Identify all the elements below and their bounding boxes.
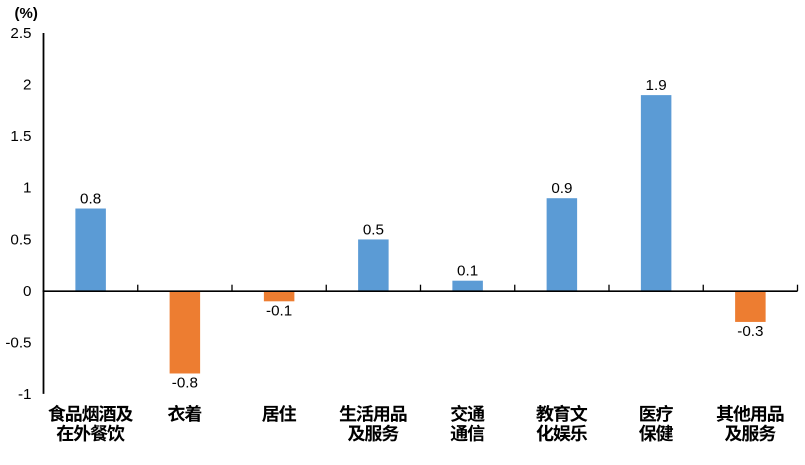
svg-text:2: 2 (23, 77, 31, 94)
svg-text:0.5: 0.5 (10, 231, 31, 248)
svg-text:0.8: 0.8 (80, 190, 101, 207)
svg-text:(%): (%) (15, 5, 38, 22)
svg-text:0.5: 0.5 (363, 221, 384, 238)
svg-text:0: 0 (23, 283, 31, 300)
svg-text:1.5: 1.5 (10, 128, 31, 145)
svg-text:-0.5: -0.5 (5, 334, 31, 351)
svg-text:-0.8: -0.8 (172, 374, 198, 391)
svg-text:0.9: 0.9 (551, 180, 572, 197)
svg-text:-0.3: -0.3 (737, 323, 763, 340)
svg-text:2.5: 2.5 (10, 25, 31, 42)
svg-text:0.1: 0.1 (457, 262, 478, 279)
svg-text:-0.1: -0.1 (266, 302, 292, 319)
svg-text:-1: -1 (18, 386, 32, 403)
svg-text:1.9: 1.9 (646, 77, 667, 94)
svg-text:1: 1 (23, 180, 31, 197)
